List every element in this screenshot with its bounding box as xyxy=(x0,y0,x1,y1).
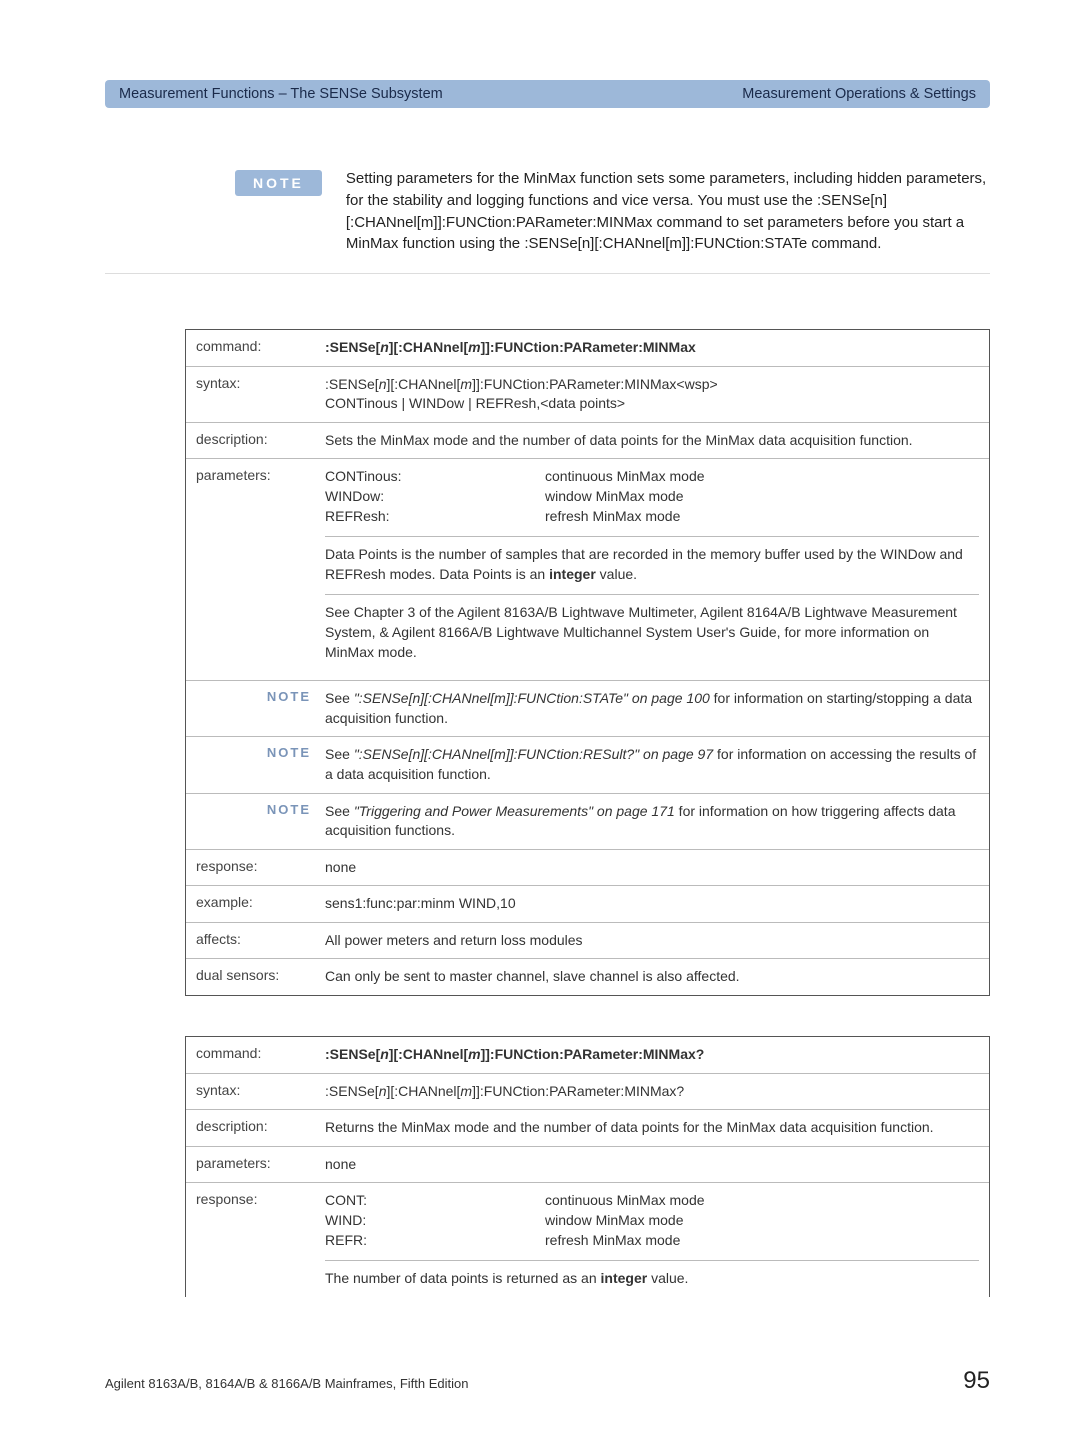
label-description: description: xyxy=(186,1110,321,1146)
top-note-block: NOTE Setting parameters for the MinMax f… xyxy=(105,168,990,274)
value-parameters: none xyxy=(321,1147,989,1183)
value-command: :SENSe[n][:CHANnel[m]]:FUNCtion:PARamete… xyxy=(321,1037,989,1073)
label-affects: affects: xyxy=(186,923,321,959)
note-inline-badge: NOTE xyxy=(186,681,321,736)
note-inline-text: See ":SENSe[n][:CHANnel[m]]:FUNCtion:STA… xyxy=(321,681,989,736)
resp-key: WIND: xyxy=(325,1211,545,1231)
label-syntax: syntax: xyxy=(186,367,321,422)
label-syntax: syntax: xyxy=(186,1074,321,1110)
label-response: response: xyxy=(186,1183,321,1296)
note-inline-badge: NOTE xyxy=(186,794,321,849)
value-response: CONT: continuous MinMax mode WIND: windo… xyxy=(321,1183,989,1296)
resp-key: REFR: xyxy=(325,1231,545,1251)
value-parameters: CONTinous: continuous MinMax mode WINDow… xyxy=(321,459,989,680)
param-key: CONTinous: xyxy=(325,467,545,487)
param-extra: See Chapter 3 of the Agilent 8163A/B Lig… xyxy=(325,603,979,672)
footer-left: Agilent 8163A/B, 8164A/B & 8166A/B Mainf… xyxy=(105,1376,469,1391)
value-response: none xyxy=(321,850,989,886)
header-left: Measurement Functions – The SENSe Subsys… xyxy=(119,86,443,102)
resp-val: refresh MinMax mode xyxy=(545,1231,979,1251)
param-val: window MinMax mode xyxy=(545,487,979,507)
resp-val: continuous MinMax mode xyxy=(545,1191,979,1211)
value-example: sens1:func:par:minm WIND,10 xyxy=(321,886,989,922)
resp-val: window MinMax mode xyxy=(545,1211,979,1231)
value-affects: All power meters and return loss modules xyxy=(321,923,989,959)
label-command: command: xyxy=(186,1037,321,1073)
value-dual: Can only be sent to master channel, slav… xyxy=(321,959,989,995)
label-dual: dual sensors: xyxy=(186,959,321,995)
param-key: WINDow: xyxy=(325,487,545,507)
label-example: example: xyxy=(186,886,321,922)
value-syntax: :SENSe[n][:CHANnel[m]]:FUNCtion:PARamete… xyxy=(321,367,989,422)
command-table-2: command: :SENSe[n][:CHANnel[m]]:FUNCtion… xyxy=(185,1036,990,1297)
note-badge: NOTE xyxy=(235,170,322,196)
label-command: command: xyxy=(186,330,321,366)
label-parameters: parameters: xyxy=(186,459,321,680)
param-val: continuous MinMax mode xyxy=(545,467,979,487)
param-extra: Data Points is the number of samples tha… xyxy=(325,545,979,595)
param-key: REFResh: xyxy=(325,507,545,527)
note-inline-badge: NOTE xyxy=(186,737,321,792)
label-response: response: xyxy=(186,850,321,886)
value-command: :SENSe[n][:CHANnel[m]]:FUNCtion:PARamete… xyxy=(321,330,989,366)
value-description: Returns the MinMax mode and the number o… xyxy=(321,1110,989,1146)
label-parameters: parameters: xyxy=(186,1147,321,1183)
note-text: Setting parameters for the MinMax functi… xyxy=(346,168,990,255)
page-number: 95 xyxy=(963,1367,990,1395)
resp-key: CONT: xyxy=(325,1191,545,1211)
page-footer: Agilent 8163A/B, 8164A/B & 8166A/B Mainf… xyxy=(105,1337,990,1395)
param-val: refresh MinMax mode xyxy=(545,507,979,527)
command-table-1: command: :SENSe[n][:CHANnel[m]]:FUNCtion… xyxy=(185,329,990,996)
value-description: Sets the MinMax mode and the number of d… xyxy=(321,423,989,459)
note-inline-text: See "Triggering and Power Measurements" … xyxy=(321,794,989,849)
value-syntax: :SENSe[n][:CHANnel[m]]:FUNCtion:PARamete… xyxy=(321,1074,989,1110)
page-header: Measurement Functions – The SENSe Subsys… xyxy=(105,80,990,108)
label-description: description: xyxy=(186,423,321,459)
resp-extra: The number of data points is returned as… xyxy=(325,1269,979,1289)
note-inline-text: See ":SENSe[n][:CHANnel[m]]:FUNCtion:RES… xyxy=(321,737,989,792)
header-right: Measurement Operations & Settings xyxy=(742,86,976,102)
